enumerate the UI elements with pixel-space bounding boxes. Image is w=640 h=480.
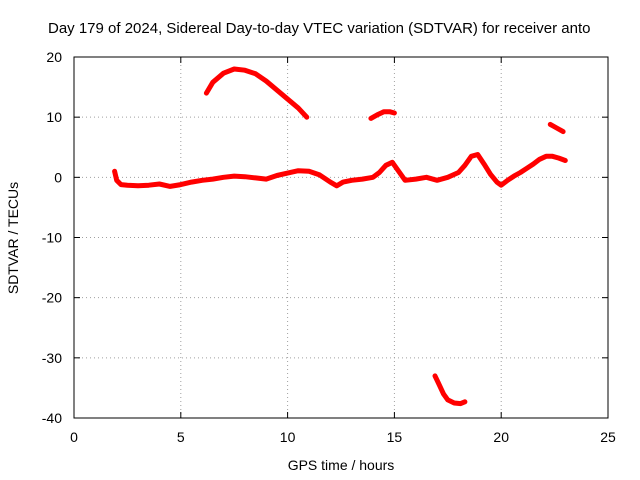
x-tick-label: 10: [280, 429, 296, 445]
data-series: [112, 66, 568, 407]
x-tick-label: 25: [600, 429, 616, 445]
plot-frame: [73, 56, 609, 419]
x-tick-label: 0: [70, 429, 78, 445]
x-tick-label: 5: [177, 429, 185, 445]
series-line-main: [112, 152, 568, 189]
y-tick-label: -20: [42, 290, 62, 306]
y-tick-label: -10: [42, 230, 62, 246]
y-tick-label: -40: [42, 410, 62, 426]
x-tick-label: 15: [387, 429, 403, 445]
y-axis-label: SDTVAR / TECUs: [5, 182, 21, 294]
series-line-arc-low: [432, 373, 468, 407]
axis-ticks: 0 5 10 15 20 25 -40 -30 -20 -10 0 10 20: [42, 49, 616, 445]
chart-title: Day 179 of 2024, Sidereal Day-to-day VTE…: [48, 20, 590, 37]
series-line-arc-high: [203, 66, 310, 120]
y-tick-label: 20: [46, 49, 62, 65]
y-tick-label: 10: [46, 109, 62, 125]
y-tick-label: -30: [42, 350, 62, 366]
x-tick-label: 20: [493, 429, 509, 445]
series-line-arc-right: [547, 121, 566, 135]
y-tick-label: 0: [54, 169, 62, 185]
series-line-arc-mid: [368, 109, 397, 121]
chart-grid: [74, 57, 608, 418]
x-axis-label: GPS time / hours: [288, 457, 395, 473]
